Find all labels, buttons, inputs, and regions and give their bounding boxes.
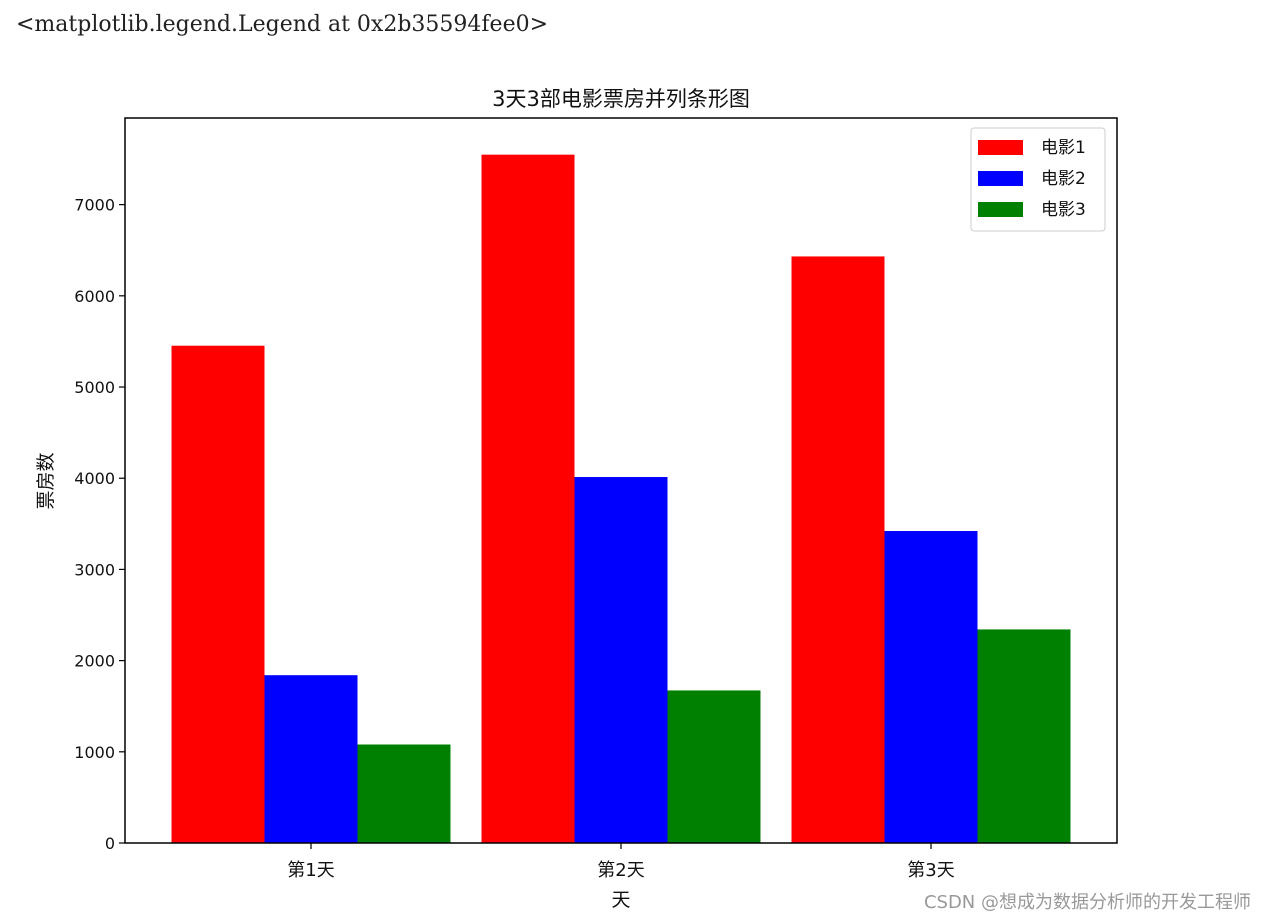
y-tick-label-5: 5000 [74, 378, 115, 397]
chart-title: 3天3部电影票房并列条形图 [492, 87, 750, 111]
y-tick-label-0: 0 [105, 834, 115, 853]
legend-swatch-1 [978, 140, 1023, 155]
y-tick-label-6: 6000 [74, 287, 115, 306]
bar-2-2 [574, 477, 668, 843]
y-axis: 0 1000 2000 3000 4000 5000 6000 7000 [74, 196, 125, 853]
y-axis-label: 票房数 [35, 452, 57, 509]
bar-1-2 [481, 154, 575, 843]
x-axis-label: 天 [611, 889, 630, 911]
legend-label-2: 电影2 [1041, 169, 1086, 189]
y-tick-label-4: 4000 [74, 469, 115, 488]
bar-3-2 [667, 690, 761, 843]
bar-3-3 [977, 629, 1071, 843]
bar-1-1 [171, 345, 265, 843]
y-tick-label-7: 7000 [74, 196, 115, 215]
x-tick-label-2: 第3天 [907, 860, 954, 881]
watermark: CSDN @想成为数据分析师的开发工程师 [923, 892, 1251, 913]
x-axis: 第1天 第2天 第3天 [287, 843, 955, 881]
y-tick-label-2: 2000 [74, 652, 115, 671]
x-tick-label-0: 第1天 [287, 860, 334, 881]
x-tick-label-1: 第2天 [597, 860, 644, 881]
legend-label-3: 电影3 [1041, 200, 1086, 220]
cell-output-repr: <matplotlib.legend.Legend at 0x2b35594fe… [16, 12, 549, 37]
bar-2-1 [264, 675, 358, 843]
bar-2-3 [884, 531, 978, 843]
bar-3-1 [357, 744, 451, 843]
y-tick-label-1: 1000 [74, 743, 115, 762]
legend-swatch-3 [978, 202, 1023, 217]
y-tick-label-3: 3000 [74, 560, 115, 579]
bar-1-3 [791, 256, 885, 843]
legend: 电影1 电影2 电影3 [970, 127, 1106, 232]
bars-layer [171, 154, 1071, 843]
legend-swatch-2 [978, 171, 1023, 186]
legend-label-1: 电影1 [1041, 138, 1086, 158]
